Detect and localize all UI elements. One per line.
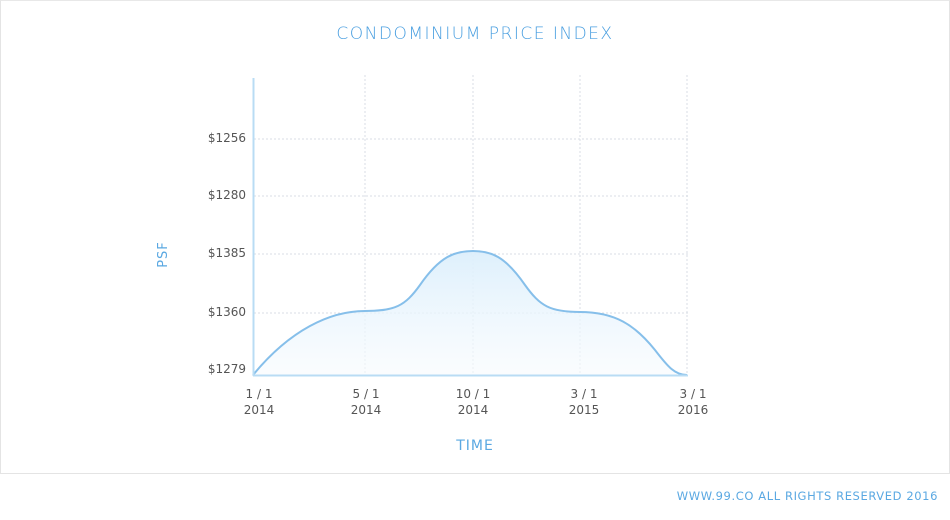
y-tick-label: $1256 xyxy=(207,131,246,145)
x-tick-year: 2014 xyxy=(457,403,489,417)
x-tick-label: 3 / 1 2015 xyxy=(554,386,614,418)
x-tick-label: 3 / 1 2016 xyxy=(663,386,723,418)
y-tick-label: $1279 xyxy=(207,362,246,376)
area-fill xyxy=(253,251,687,375)
chart-panel xyxy=(0,0,950,474)
x-tick-date: 10 / 1 xyxy=(455,387,491,401)
x-tick-label: 10 / 1 2014 xyxy=(443,386,503,418)
x-tick-year: 2014 xyxy=(350,403,382,417)
price-line xyxy=(252,249,688,376)
x-tick-date: 3 / 1 xyxy=(679,387,707,401)
x-tick-label: 5 / 1 2014 xyxy=(336,386,396,418)
x-tick-date: 5 / 1 xyxy=(352,387,380,401)
x-tick-year: 2015 xyxy=(568,403,600,417)
x-axis-label: TIME xyxy=(456,438,494,454)
y-tick-label: $1280 xyxy=(207,188,246,202)
x-tick-year: 2014 xyxy=(243,403,275,417)
chart-title: CONDOMINIUM PRICE INDEX xyxy=(336,24,614,44)
x-tick-date: 3 / 1 xyxy=(570,387,598,401)
y-tick-label: $1385 xyxy=(207,246,246,260)
y-axis-label: PSF xyxy=(155,241,171,268)
x-tick-date: 1 / 1 xyxy=(245,387,273,401)
x-tick-year: 2016 xyxy=(677,403,709,417)
footer-copyright: WWW.99.CO ALL RIGHTS RESERVED 2016 xyxy=(676,489,938,503)
x-tick-label: 1 / 1 2014 xyxy=(229,386,289,418)
y-tick-label: $1360 xyxy=(207,305,246,319)
